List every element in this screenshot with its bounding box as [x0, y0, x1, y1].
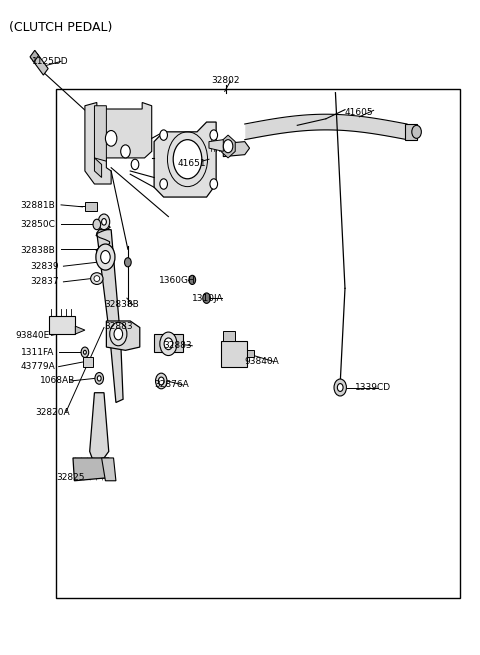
Text: 32838B: 32838B [21, 246, 55, 255]
Circle shape [164, 338, 173, 350]
Circle shape [412, 125, 421, 138]
Text: 32839: 32839 [30, 262, 59, 271]
Circle shape [158, 377, 164, 385]
Circle shape [81, 347, 89, 358]
Circle shape [98, 214, 110, 230]
Bar [83, 357, 93, 367]
Bar [223, 331, 235, 341]
Polygon shape [90, 393, 109, 461]
Bar [154, 334, 183, 352]
Text: 32838B: 32838B [104, 300, 139, 309]
Text: (CLUTCH PEDAL): (CLUTCH PEDAL) [9, 21, 112, 34]
Circle shape [114, 328, 122, 340]
Text: 93840E: 93840E [16, 331, 50, 340]
Circle shape [102, 219, 107, 225]
Circle shape [173, 140, 202, 179]
Text: 43779A: 43779A [21, 362, 55, 371]
Text: 1339CD: 1339CD [355, 383, 391, 392]
Polygon shape [405, 124, 417, 140]
Text: 32802: 32802 [211, 77, 240, 85]
Text: 32820A: 32820A [35, 408, 70, 417]
Text: 32883: 32883 [104, 322, 132, 331]
Circle shape [124, 257, 131, 267]
Text: 1311FA: 1311FA [21, 348, 54, 357]
Polygon shape [247, 350, 254, 357]
Text: 32881B: 32881B [21, 201, 55, 210]
Polygon shape [97, 230, 123, 403]
Circle shape [337, 384, 343, 392]
Circle shape [101, 251, 110, 263]
Polygon shape [33, 54, 48, 75]
Polygon shape [223, 141, 250, 157]
Circle shape [131, 159, 139, 170]
Circle shape [97, 376, 101, 381]
Bar [221, 341, 247, 367]
Circle shape [156, 373, 167, 389]
Circle shape [334, 379, 347, 396]
Polygon shape [209, 140, 223, 151]
Polygon shape [85, 102, 152, 184]
Text: 1068AB: 1068AB [39, 377, 75, 386]
Circle shape [223, 140, 233, 153]
Text: 32850C: 32850C [21, 220, 55, 229]
Text: 32876A: 32876A [154, 381, 189, 389]
Bar [85, 202, 97, 212]
Text: 93840A: 93840A [245, 357, 279, 366]
Circle shape [110, 322, 127, 346]
Text: 41651: 41651 [178, 159, 206, 168]
Ellipse shape [94, 276, 100, 282]
Polygon shape [30, 50, 38, 62]
Text: 1125DD: 1125DD [33, 57, 69, 66]
Text: 1360GH: 1360GH [159, 276, 196, 285]
Polygon shape [75, 326, 85, 334]
Circle shape [203, 293, 210, 303]
Polygon shape [107, 321, 140, 350]
Circle shape [95, 373, 104, 384]
Circle shape [84, 350, 86, 354]
Polygon shape [154, 122, 216, 197]
Circle shape [106, 130, 117, 146]
Text: 1310JA: 1310JA [192, 293, 224, 303]
Polygon shape [221, 135, 235, 158]
Ellipse shape [91, 272, 103, 284]
Circle shape [96, 244, 115, 270]
Text: 32883: 32883 [164, 341, 192, 350]
Polygon shape [102, 458, 116, 481]
Bar [56, 90, 459, 598]
Circle shape [120, 145, 130, 158]
Text: 32825: 32825 [56, 473, 85, 482]
Polygon shape [73, 458, 110, 481]
Text: 41605: 41605 [345, 108, 373, 117]
Circle shape [160, 332, 177, 356]
Circle shape [160, 130, 168, 140]
Circle shape [210, 179, 217, 189]
Text: 32837: 32837 [30, 277, 59, 286]
Polygon shape [95, 105, 107, 161]
Circle shape [210, 130, 217, 140]
Bar [49, 316, 75, 334]
Circle shape [189, 275, 196, 284]
Polygon shape [95, 158, 102, 178]
Circle shape [93, 219, 101, 230]
Circle shape [160, 179, 168, 189]
